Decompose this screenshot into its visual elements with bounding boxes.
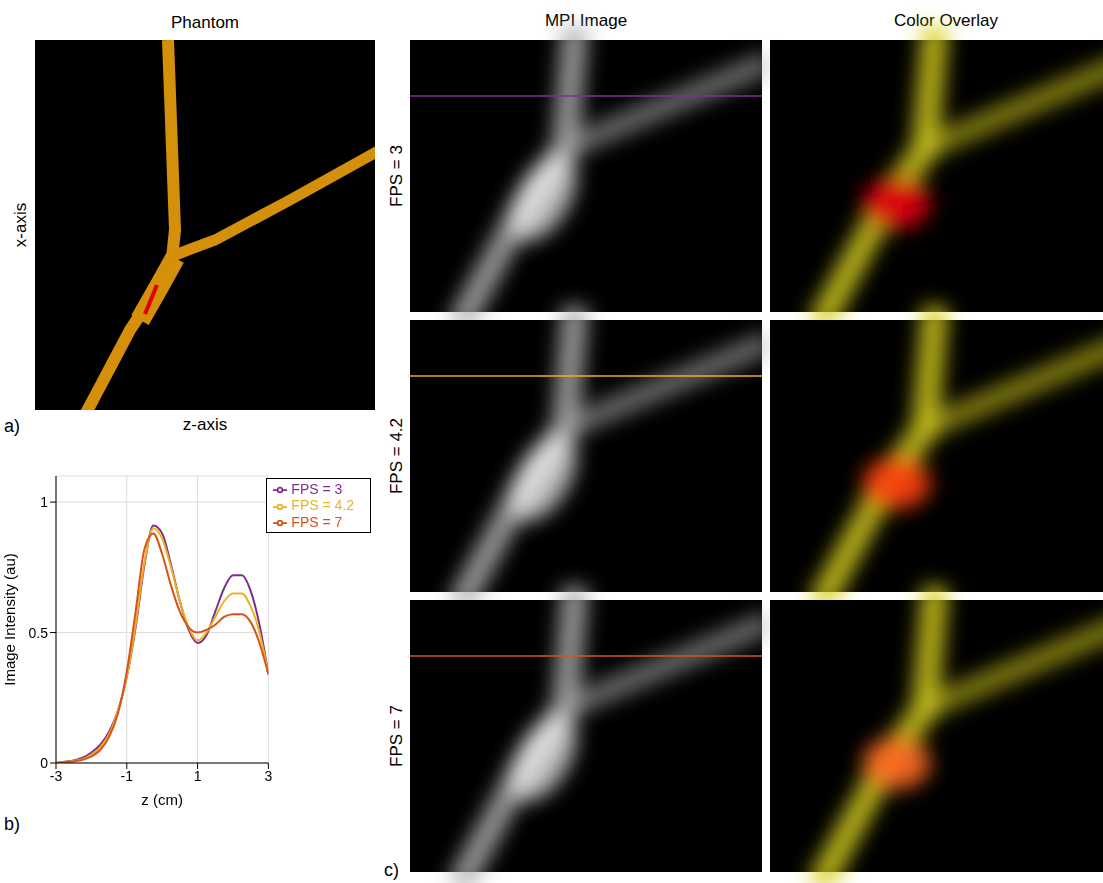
svg-text:z-axis: z-axis [183,415,227,434]
svg-text:FPS = 3: FPS = 3 [387,145,406,207]
svg-text:0: 0 [40,755,48,771]
html-text:FPS = 4.2: FPS = 4.2 [291,497,354,514]
svg-text:b): b) [4,814,20,834]
svg-text:Phantom: Phantom [171,13,239,32]
svg-text:Color Overlay: Color Overlay [894,11,998,30]
svg-text:c): c) [384,860,399,880]
svg-text:1: 1 [194,768,202,784]
html-text:FPS = 7: FPS = 7 [291,513,343,530]
svg-text:1: 1 [40,494,48,510]
svg-text:FPS = 4.2: FPS = 4.2 [387,418,406,494]
svg-text:-3: -3 [50,768,63,784]
svg-text:z (cm): z (cm) [141,791,183,808]
svg-text:3: 3 [264,768,272,784]
svg-text:a): a) [4,416,20,436]
svg-text:-1: -1 [121,768,134,784]
svg-text:Image Intensity (au): Image Intensity (au) [1,553,18,686]
html-text:FPS = 3: FPS = 3 [291,481,343,497]
svg-text:MPI Image: MPI Image [545,11,627,30]
svg-text:FPS = 7: FPS = 7 [387,705,406,767]
svg-text:x-axis: x-axis [11,203,30,247]
svg-text:0.5: 0.5 [29,625,49,641]
